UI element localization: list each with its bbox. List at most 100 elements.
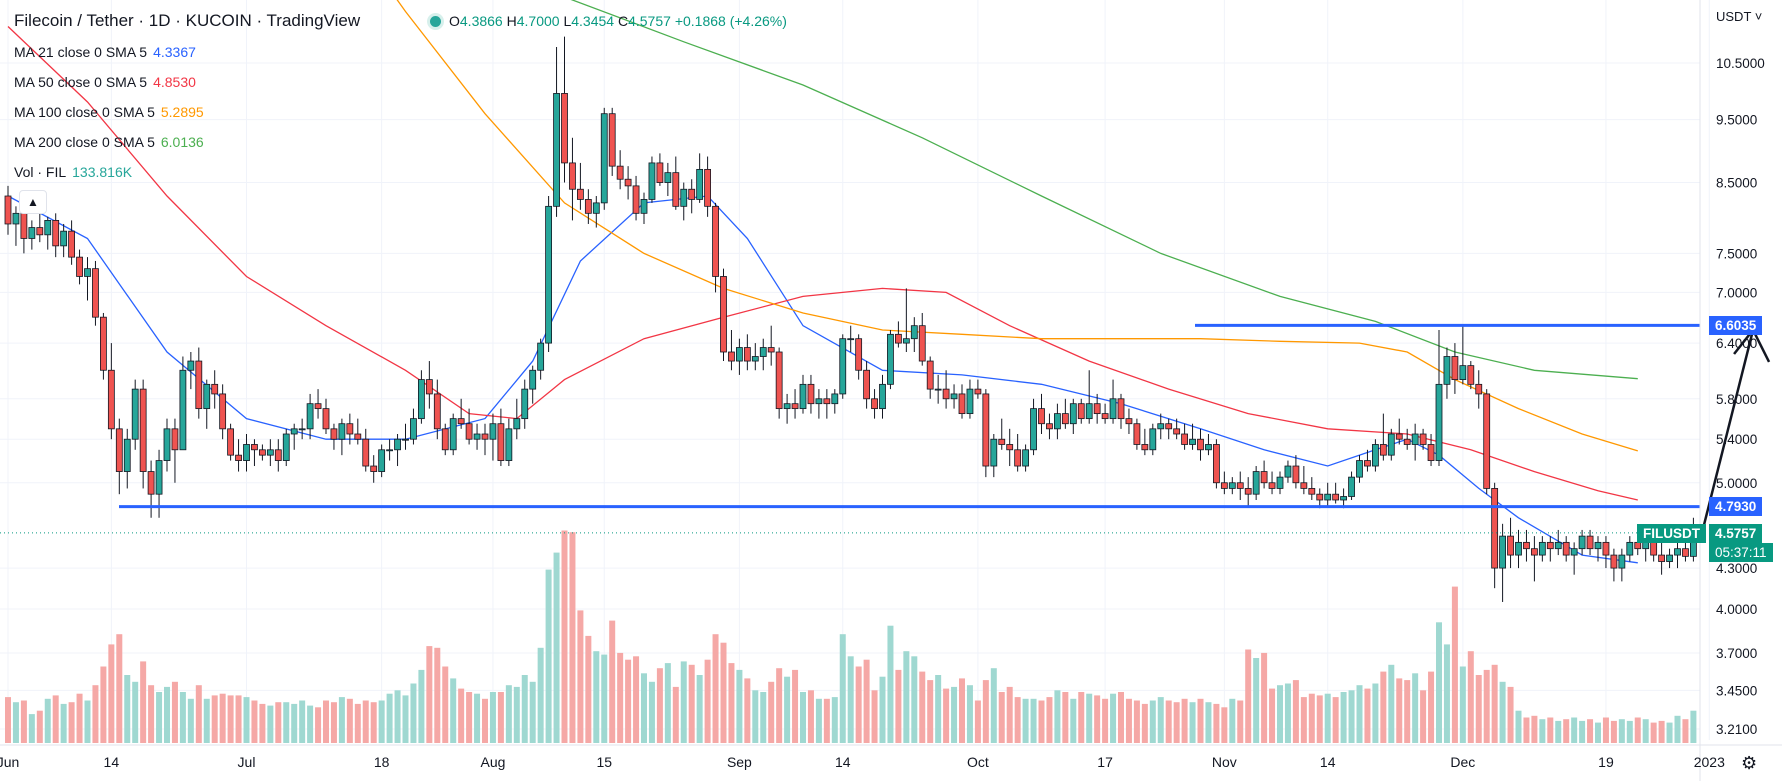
candle-body	[489, 423, 497, 440]
candle	[258, 444, 266, 461]
candle-body	[1149, 428, 1157, 451]
volume-bar	[1324, 693, 1331, 743]
volume-bar	[688, 664, 695, 743]
candle	[1292, 455, 1300, 489]
candle	[123, 428, 131, 489]
candle-body	[274, 449, 282, 461]
candle	[895, 321, 902, 348]
currency-selector[interactable]: USDT ˅	[1716, 9, 1762, 24]
candle-body	[402, 438, 409, 441]
volume-bar	[887, 625, 894, 743]
candle	[1594, 536, 1602, 562]
volume-bar	[672, 686, 679, 743]
volume-bar	[60, 703, 67, 743]
candle	[1372, 439, 1379, 472]
volume-bar	[1157, 697, 1164, 743]
volume-bar	[203, 698, 210, 743]
open-label: O	[449, 13, 460, 29]
candle-body	[1546, 541, 1554, 550]
candle-body	[20, 212, 28, 239]
candle-body	[155, 460, 163, 495]
candle-body	[1133, 423, 1141, 445]
time-tick-label: Jul	[238, 754, 256, 770]
candle-body	[887, 333, 894, 385]
candle-body	[258, 449, 266, 456]
candle	[441, 423, 449, 456]
candle	[203, 379, 211, 429]
candle-body	[1682, 548, 1689, 557]
volume-bar	[1602, 717, 1609, 743]
candle-body	[179, 369, 187, 451]
candle-body	[131, 388, 139, 440]
volume-bar	[1499, 681, 1506, 743]
candle-body	[680, 188, 688, 207]
volume-bar	[1539, 719, 1546, 743]
candle-body	[608, 113, 616, 167]
candle	[720, 268, 727, 362]
volume-bar	[378, 700, 385, 743]
candle-body	[1554, 541, 1562, 550]
candle	[696, 153, 704, 203]
volume-bar	[330, 702, 337, 743]
horizontal-levels[interactable]	[0, 323, 1700, 534]
volume-bar	[68, 702, 75, 743]
candle-body	[513, 418, 521, 430]
candle-body	[1038, 408, 1045, 425]
volume-bar	[1674, 715, 1681, 743]
candle-body	[425, 379, 433, 395]
currency-label: USDT	[1716, 9, 1752, 24]
indicator-volume[interactable]: Vol · FIL 133.816K	[14, 164, 132, 180]
candle	[1491, 482, 1499, 589]
volume-bar	[1563, 719, 1570, 743]
volume-bar	[291, 703, 298, 743]
candle-body	[187, 360, 195, 371]
volume-bar	[323, 700, 329, 743]
candle-body	[815, 398, 823, 405]
collapse-legend-button[interactable]: ▲	[19, 190, 47, 214]
candle-body	[1276, 476, 1284, 489]
candle-body	[791, 403, 799, 410]
candle	[847, 325, 855, 353]
volume-bar	[283, 702, 290, 743]
open-value: 4.3866	[459, 13, 503, 29]
candle-body	[115, 428, 123, 472]
candle-body	[386, 449, 394, 452]
candle	[640, 192, 648, 224]
candle	[982, 389, 990, 478]
volume-bar	[1364, 688, 1371, 743]
candle-body	[362, 438, 370, 467]
candle	[1387, 428, 1395, 461]
candle-body	[934, 388, 942, 391]
candle	[680, 182, 688, 221]
candle	[1069, 398, 1077, 434]
volume-bar	[482, 698, 488, 743]
volume-bar	[211, 695, 218, 743]
time-tick-label: Aug	[480, 754, 505, 770]
volume-bar	[474, 693, 481, 743]
volume-bar	[307, 705, 314, 743]
candle-body	[28, 227, 36, 239]
candle-body	[1419, 433, 1427, 445]
time-tick-label: 18	[374, 754, 390, 770]
candle	[537, 338, 545, 380]
volume-bar	[1626, 720, 1633, 743]
indicator-ma21[interactable]: MA 21 close 0 SMA 5 4.3367	[14, 44, 196, 60]
time-axis[interactable]: Jun 14 Jul 18 Aug 15 Sep 14 Oct 17 Nov 14 Dec 19 2023	[0, 754, 1725, 770]
moving-average-line	[396, 0, 1638, 452]
indicator-ma100[interactable]: MA 100 close 0 SMA 5 5.2895	[14, 104, 204, 120]
candle-body	[1499, 535, 1506, 569]
candle	[608, 107, 616, 176]
volume-bar	[108, 644, 115, 743]
candle	[759, 338, 767, 371]
gear-icon[interactable]: ⚙	[1741, 753, 1758, 773]
volume-bar	[1277, 685, 1283, 743]
candle	[187, 352, 195, 390]
candle-body	[251, 444, 258, 451]
candle-body	[1348, 476, 1355, 497]
indicator-ma50[interactable]: MA 50 close 0 SMA 5 4.8530	[14, 74, 196, 90]
volume-bar	[44, 698, 51, 743]
indicator-ma200[interactable]: MA 200 close 0 SMA 5 6.0136	[14, 134, 204, 150]
candle	[1197, 428, 1204, 461]
